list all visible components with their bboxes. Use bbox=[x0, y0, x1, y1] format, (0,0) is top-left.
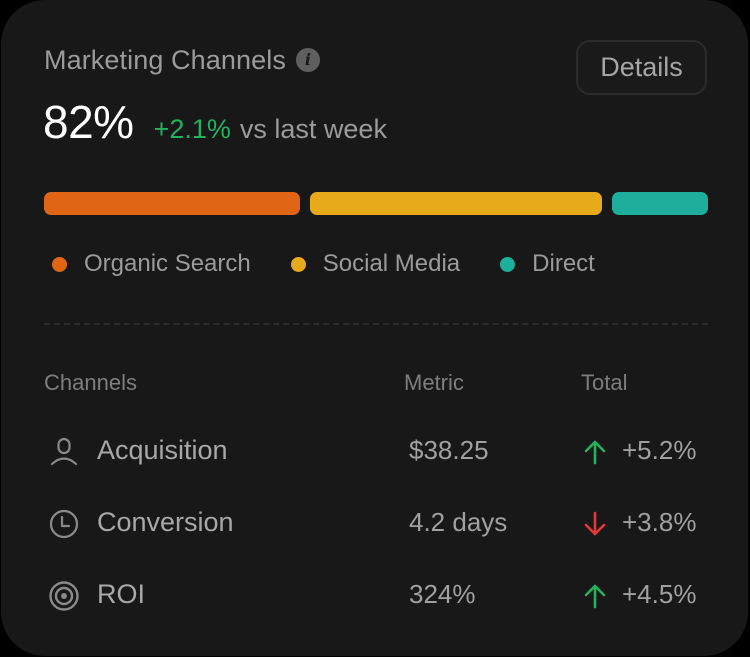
channel-name: ROI bbox=[97, 579, 146, 609]
kpi-delta: +2.1% bbox=[153, 114, 231, 144]
arrow-up-icon bbox=[584, 584, 606, 609]
table-row[interactable]: ROI 324% +4.5% bbox=[1, 576, 750, 616]
arrow-down-icon bbox=[584, 511, 606, 536]
kpi-value: 82% bbox=[43, 96, 134, 148]
bar-segment-direct[interactable] bbox=[612, 192, 708, 215]
details-button[interactable]: Details bbox=[576, 40, 707, 95]
metric-value: 4.2 days bbox=[409, 507, 508, 537]
legend-label: Organic Search bbox=[84, 250, 251, 277]
card-title: Marketing Channels bbox=[44, 44, 286, 75]
total-change: +5.2% bbox=[622, 435, 697, 465]
legend-item-direct: Direct bbox=[500, 250, 595, 278]
table-row[interactable]: Acquisition $38.25 +5.2% bbox=[1, 432, 750, 472]
dashed-divider bbox=[44, 323, 708, 325]
kpi-summary: 82% +2.1% vs last week bbox=[43, 95, 387, 149]
bar-segment-organic-search[interactable] bbox=[44, 192, 300, 215]
legend-dot-icon bbox=[52, 256, 67, 272]
legend-item-organic-search: Organic Search bbox=[52, 250, 251, 278]
card-header: Marketing Channels i bbox=[44, 43, 320, 77]
legend-dot-icon bbox=[500, 256, 516, 272]
total-change: +4.5% bbox=[622, 579, 697, 609]
clock-icon bbox=[49, 509, 79, 539]
arrow-up-icon bbox=[584, 440, 606, 465]
channel-name: Acquisition bbox=[97, 435, 228, 465]
legend-dot-icon bbox=[290, 256, 306, 272]
user-icon bbox=[50, 437, 78, 466]
legend-label: Social Media bbox=[322, 250, 461, 277]
column-header-total: Total bbox=[581, 370, 628, 395]
legend-label: Direct bbox=[532, 250, 595, 277]
bar-segment-social-media[interactable] bbox=[310, 192, 602, 215]
table-row[interactable]: Conversion 4.2 days +3.8% bbox=[1, 504, 750, 544]
metric-value: $38.25 bbox=[409, 435, 489, 465]
info-icon[interactable]: i bbox=[295, 48, 320, 72]
legend-item-social-media: Social Media bbox=[290, 250, 461, 278]
target-icon bbox=[49, 581, 79, 611]
metric-value: 324% bbox=[409, 579, 476, 609]
channel-name: Conversion bbox=[97, 507, 234, 537]
channel-distribution-bar bbox=[44, 192, 708, 215]
legend: Organic Search Social Media Direct bbox=[52, 249, 635, 279]
total-change: +3.8% bbox=[622, 507, 697, 537]
kpi-comparison: vs last week bbox=[239, 114, 387, 144]
column-header-metric: Metric bbox=[404, 370, 464, 395]
column-header-channels: Channels bbox=[44, 370, 137, 395]
table-header: Channels Metric Total bbox=[1, 370, 750, 398]
